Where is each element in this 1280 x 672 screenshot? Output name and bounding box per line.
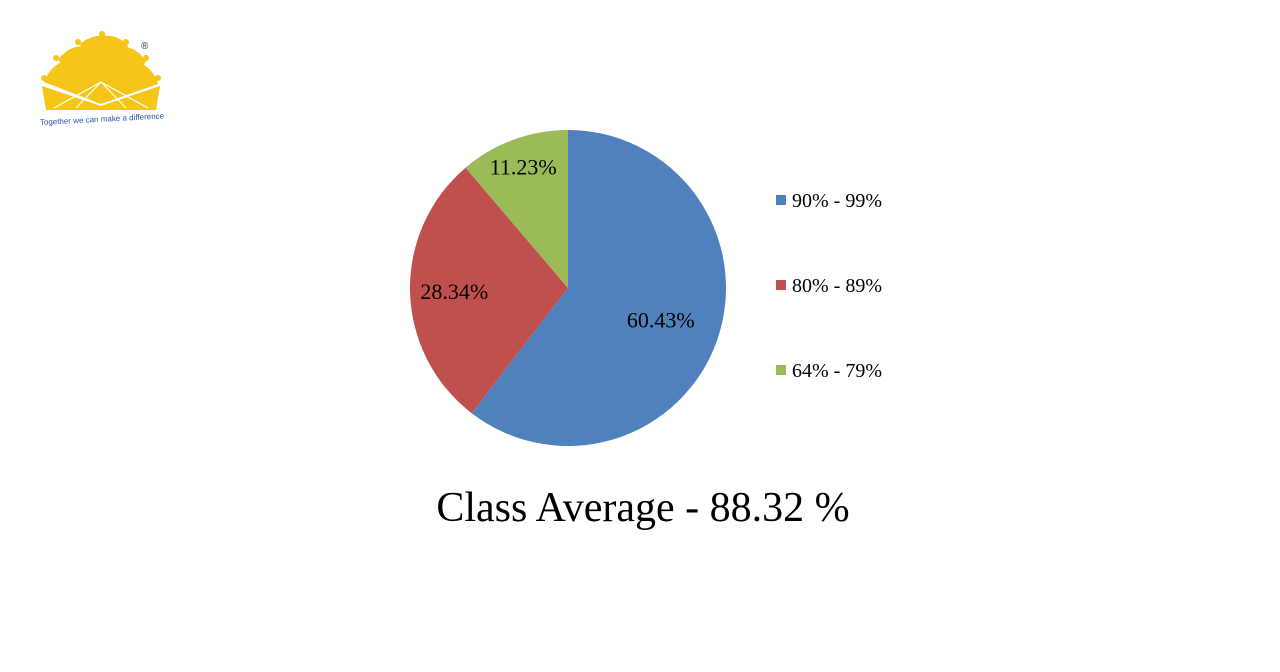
legend-swatch-1 (776, 280, 786, 290)
data-label-slice-80-89: 28.34% (420, 279, 488, 304)
legend-swatch-0 (776, 195, 786, 205)
sun-logo: ® Together we can make a difference (40, 31, 165, 127)
legend-label-0: 90% - 99% (792, 190, 882, 212)
chart-legend: 90% - 99% 80% - 89% 64% - 79% (776, 190, 882, 382)
class-average-caption: Class Average - 88.32 % (436, 485, 850, 531)
legend-label-1: 80% - 89% (792, 275, 882, 297)
data-label-slice-64-79: 11.23% (490, 154, 557, 179)
legend-swatch-2 (776, 365, 786, 375)
slice-80-89 (410, 167, 568, 414)
legend-label-2: 64% - 79% (792, 360, 882, 382)
registered-mark: ® (141, 41, 149, 52)
slice-90-99 (471, 130, 727, 446)
sun-rays-icon (41, 31, 161, 110)
slice-64-79 (465, 130, 568, 288)
pie-data-labels: 60.43% 28.34% 11.23% (420, 154, 694, 332)
data-label-slice-90-99: 60.43% (627, 308, 695, 333)
pie-slices (410, 130, 727, 446)
